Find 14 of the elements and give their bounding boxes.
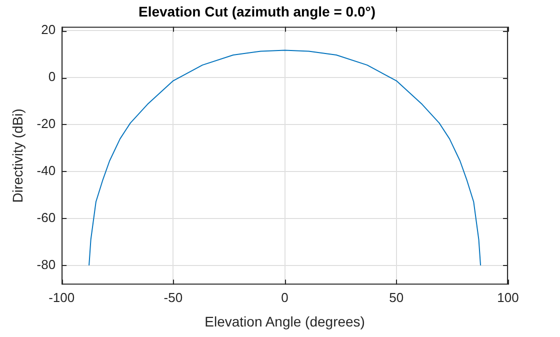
x-tick-label: 0 <box>281 290 288 305</box>
y-tick-label: -20 <box>36 116 56 132</box>
x-tick-label: 100 <box>497 290 519 305</box>
y-tick-label: 0 <box>48 69 56 84</box>
x-tick-label: -50 <box>164 290 183 305</box>
y-axis-title: Directivity (dBi) <box>9 108 26 203</box>
x-axis-title: Elevation Angle (degrees) <box>204 313 365 330</box>
y-tick-label: -80 <box>36 256 56 272</box>
chart-title: Elevation Cut (azimuth angle = 0.0°) <box>138 3 376 20</box>
x-tick-label: 50 <box>389 290 404 305</box>
x-tick-label: -100 <box>48 290 75 305</box>
y-tick-label: 20 <box>41 22 56 38</box>
y-tick-label: -60 <box>36 210 56 225</box>
y-tick-label: -40 <box>36 163 56 178</box>
